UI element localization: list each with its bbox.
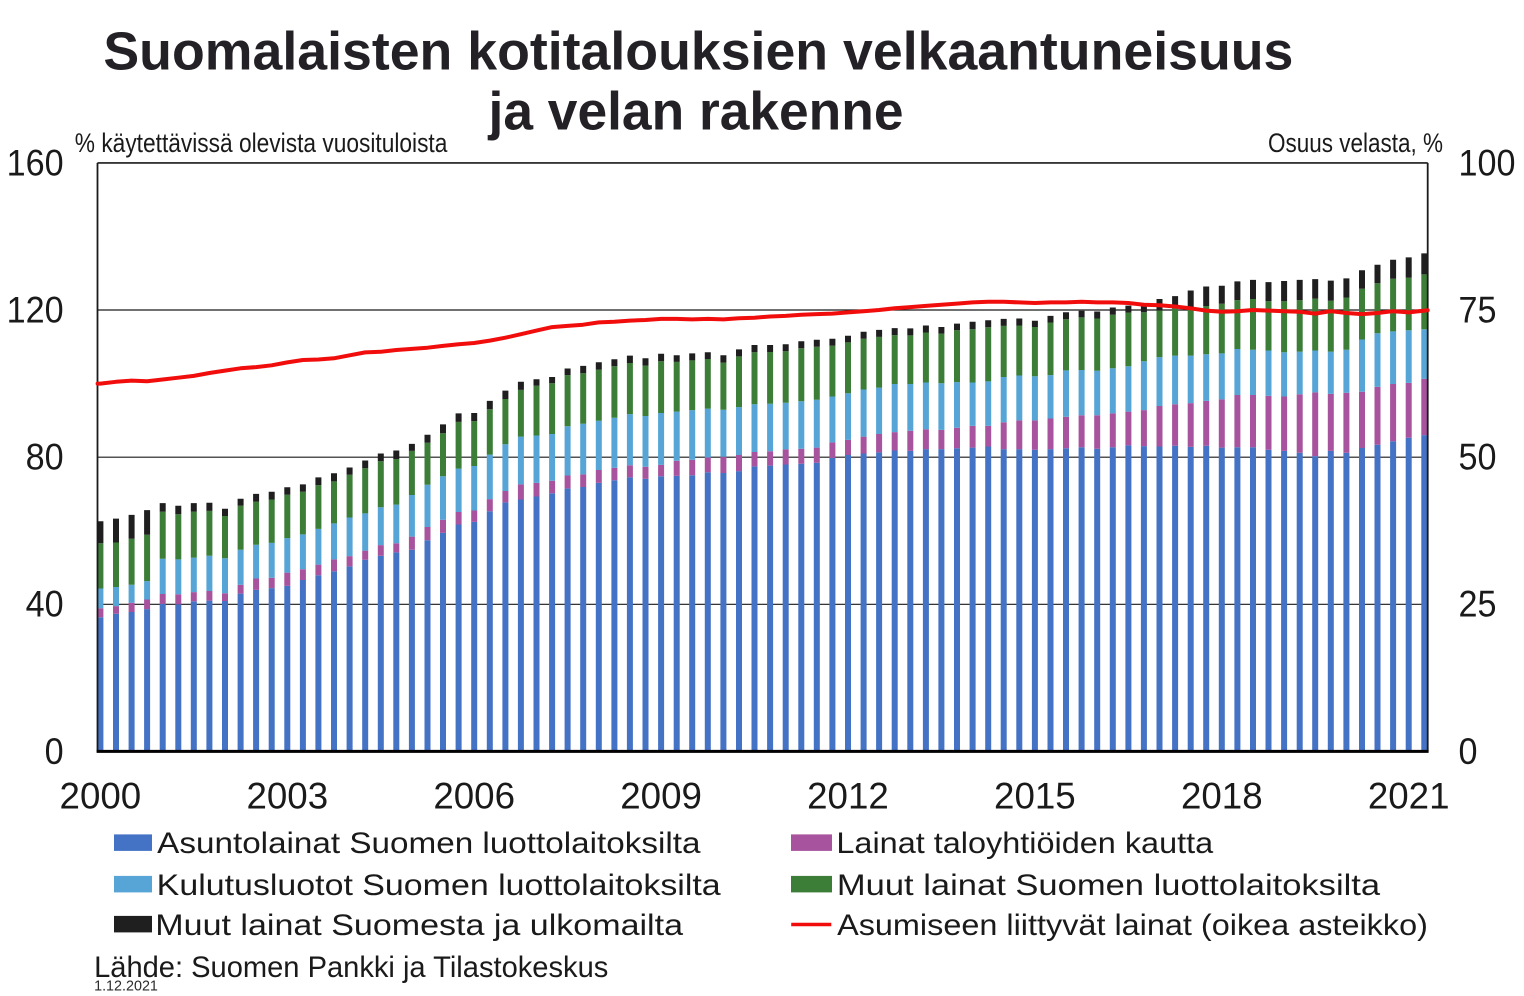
svg-text:75: 75 <box>1459 288 1497 330</box>
svg-text:50: 50 <box>1459 436 1497 478</box>
svg-text:0: 0 <box>45 730 64 772</box>
svg-text:2021: 2021 <box>1368 775 1450 817</box>
svg-text:40: 40 <box>26 583 64 625</box>
svg-text:0: 0 <box>1459 730 1478 772</box>
svg-text:80: 80 <box>26 436 64 478</box>
svg-text:Kulutusluotot Suomen luottolai: Kulutusluotot Suomen luottolaitoksilta <box>157 869 721 902</box>
svg-text:2018: 2018 <box>1181 775 1263 817</box>
svg-text:2006: 2006 <box>433 775 515 817</box>
svg-text:ja velan rakenne: ja velan rakenne <box>488 82 904 141</box>
svg-text:2000: 2000 <box>60 775 142 817</box>
svg-text:2015: 2015 <box>994 775 1076 817</box>
svg-text:Asuntolainat Suomen luottolait: Asuntolainat Suomen luottolaitoksilta <box>157 827 701 860</box>
svg-text:Muut lainat Suomesta ja ulkoma: Muut lainat Suomesta ja ulkomailta <box>155 909 683 942</box>
svg-text:Muut lainat Suomen luottolaito: Muut lainat Suomen luottolaitoksilta <box>837 869 1381 902</box>
svg-text:100: 100 <box>1459 141 1516 183</box>
svg-text:25: 25 <box>1459 583 1497 625</box>
svg-text:2003: 2003 <box>246 775 328 817</box>
svg-text:Lähde: Suomen Pankki ja Tilast: Lähde: Suomen Pankki ja Tilastokeskus <box>94 951 608 984</box>
svg-text:Lainat taloyhtiöiden kautta: Lainat taloyhtiöiden kautta <box>836 827 1213 860</box>
svg-text:2012: 2012 <box>807 775 889 817</box>
svg-text:% käytettävissä olevista vuosi: % käytettävissä olevista vuosituloista <box>75 128 448 158</box>
svg-text:120: 120 <box>7 288 64 330</box>
svg-text:Suomalaisten kotitalouksien ve: Suomalaisten kotitalouksien velkaantunei… <box>103 22 1293 81</box>
svg-text:1.12.2021: 1.12.2021 <box>94 978 158 995</box>
svg-text:Osuus velasta, %: Osuus velasta, % <box>1268 128 1443 158</box>
svg-text:160: 160 <box>7 141 64 183</box>
svg-text:2009: 2009 <box>620 775 702 817</box>
svg-text:Asumiseen liittyvät lainat (oi: Asumiseen liittyvät lainat (oikea asteik… <box>837 909 1428 942</box>
